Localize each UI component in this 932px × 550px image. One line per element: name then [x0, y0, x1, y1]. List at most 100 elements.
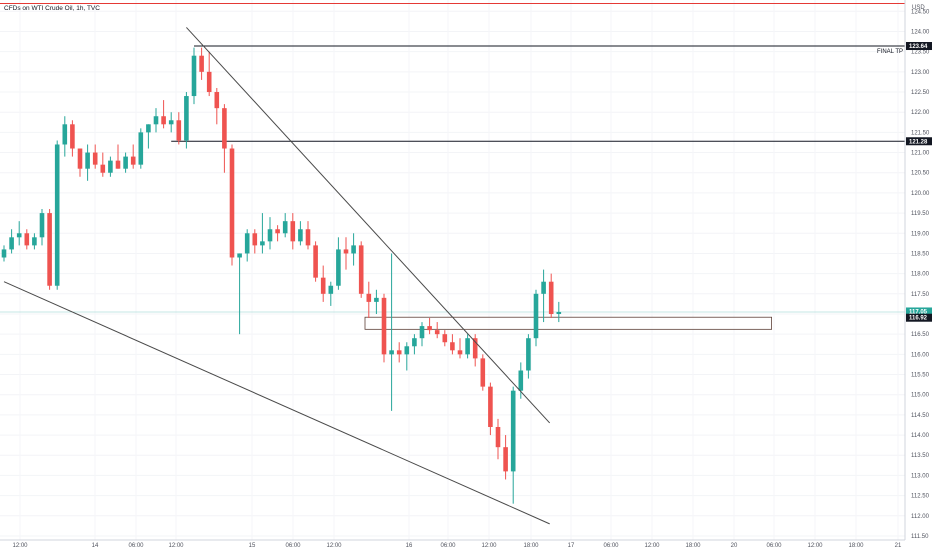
y-tick-label: 116.50	[911, 332, 930, 338]
candle-body	[343, 249, 349, 254]
x-tick-label: 18:00	[848, 543, 864, 549]
x-tick-label: 18:00	[685, 543, 701, 549]
candle-body	[427, 326, 432, 331]
candle-body	[442, 334, 448, 343]
y-tick-label: 124.50	[911, 9, 930, 15]
x-tick-label: 06:00	[766, 543, 782, 549]
y-tick-label: 119.00	[911, 231, 930, 237]
y-tick-label: 121.00	[911, 151, 930, 157]
candle-body	[548, 281, 554, 314]
time-axis[interactable]: 12:00 14 06:00 12:00 15 06:00 12:00 16 06:00 12:0…	[12, 543, 902, 549]
y-tick-label: 121.50	[911, 130, 930, 136]
y-tick-label: 115.00	[911, 393, 930, 399]
x-tick-label: 21	[895, 543, 902, 549]
candle-body	[313, 245, 318, 278]
candle-body	[214, 92, 220, 109]
y-tick-label: 117.50	[911, 292, 930, 298]
candle-body	[358, 245, 364, 294]
y-tick-label: 122.50	[911, 90, 930, 96]
candle-body	[434, 330, 440, 335]
x-tick-label: 18:00	[523, 543, 539, 549]
candle-body	[298, 229, 303, 242]
candle-body	[457, 350, 463, 355]
x-tick-label: 12:00	[168, 543, 184, 549]
x-tick-label: 12:00	[12, 543, 28, 549]
candle-body	[472, 338, 478, 359]
candle-body	[54, 144, 60, 286]
candle-body	[252, 233, 258, 246]
candle-body	[24, 233, 30, 246]
candle-body	[184, 96, 189, 141]
zone-tag	[906, 313, 932, 322]
candle-body	[206, 71, 212, 93]
candle-body	[77, 148, 83, 169]
candle-body	[161, 116, 166, 125]
zone-layer	[364, 316, 773, 330]
current-price-tag	[906, 307, 932, 316]
candle-body	[146, 124, 151, 133]
y-tick-label: 113.00	[911, 473, 930, 479]
candle-body	[328, 285, 334, 294]
candle-body	[450, 342, 455, 351]
x-tick-label: 12:00	[481, 543, 497, 549]
trendline-descending-resistance	[186, 27, 551, 424]
candle-body	[556, 311, 562, 314]
candle-body	[138, 132, 144, 165]
candle-body	[199, 55, 204, 72]
candle-body	[85, 152, 90, 169]
chart-title: CFDs on WTI Crude Oil, 1h, TVC	[4, 5, 100, 12]
x-tick-label: 12:00	[807, 543, 823, 549]
candle-body	[32, 237, 37, 246]
current-price-tag-text: 117.05	[909, 310, 928, 316]
x-tick-label: 20	[731, 543, 738, 549]
y-tick-label: 113.50	[911, 453, 930, 459]
x-tick-label: 06:00	[285, 543, 301, 549]
candle-body	[320, 277, 326, 294]
candle-body	[123, 156, 128, 169]
candle-body	[100, 164, 106, 173]
candle-body	[260, 241, 265, 246]
candle-body	[237, 253, 242, 258]
candle-body	[168, 120, 174, 125]
candle-body	[115, 160, 121, 169]
grid	[0, 3, 905, 537]
candle-body	[191, 55, 197, 97]
x-tick-label: 17	[568, 543, 575, 549]
y-tick-label: 120.00	[911, 191, 930, 197]
price-axis[interactable]: 124.50 124.00 123.50 123.00 122.50 122.00 121.…	[911, 9, 930, 540]
x-tick-label: 14	[92, 543, 99, 549]
candle-body	[366, 293, 372, 302]
level-annotation-final-tp: FINAL TP	[877, 49, 903, 55]
candle-body	[526, 338, 531, 371]
candle-body	[541, 281, 546, 294]
y-tick-label: 119.50	[911, 211, 930, 217]
candle-body	[495, 426, 501, 448]
y-tick-label: 116.00	[911, 352, 930, 358]
candle-body	[62, 124, 68, 145]
candle-body	[305, 229, 311, 246]
level-tag-text-final-tp: 123.64	[909, 44, 928, 50]
y-tick-label: 122.00	[911, 110, 930, 116]
x-tick-label: 06:00	[440, 543, 456, 549]
candle-body	[153, 116, 159, 125]
x-tick-label: 06:00	[603, 543, 619, 549]
candle-body	[404, 346, 410, 355]
candle-body	[381, 297, 387, 355]
candle-body	[533, 293, 539, 339]
candle-body	[290, 221, 296, 242]
candle-body	[518, 370, 524, 391]
y-tick-label: 114.00	[911, 433, 930, 439]
candle-body	[480, 358, 486, 387]
x-tick-label: 12:00	[326, 543, 342, 549]
candle-body	[1, 249, 7, 258]
candle-body	[412, 338, 417, 347]
candle-body	[267, 229, 273, 242]
trendlines	[3, 27, 551, 525]
y-tick-label: 118.00	[911, 272, 930, 278]
zone-tag-text: 116.92	[909, 316, 928, 322]
level-tag-mid-resistance	[906, 137, 932, 146]
candle-body	[336, 249, 341, 286]
